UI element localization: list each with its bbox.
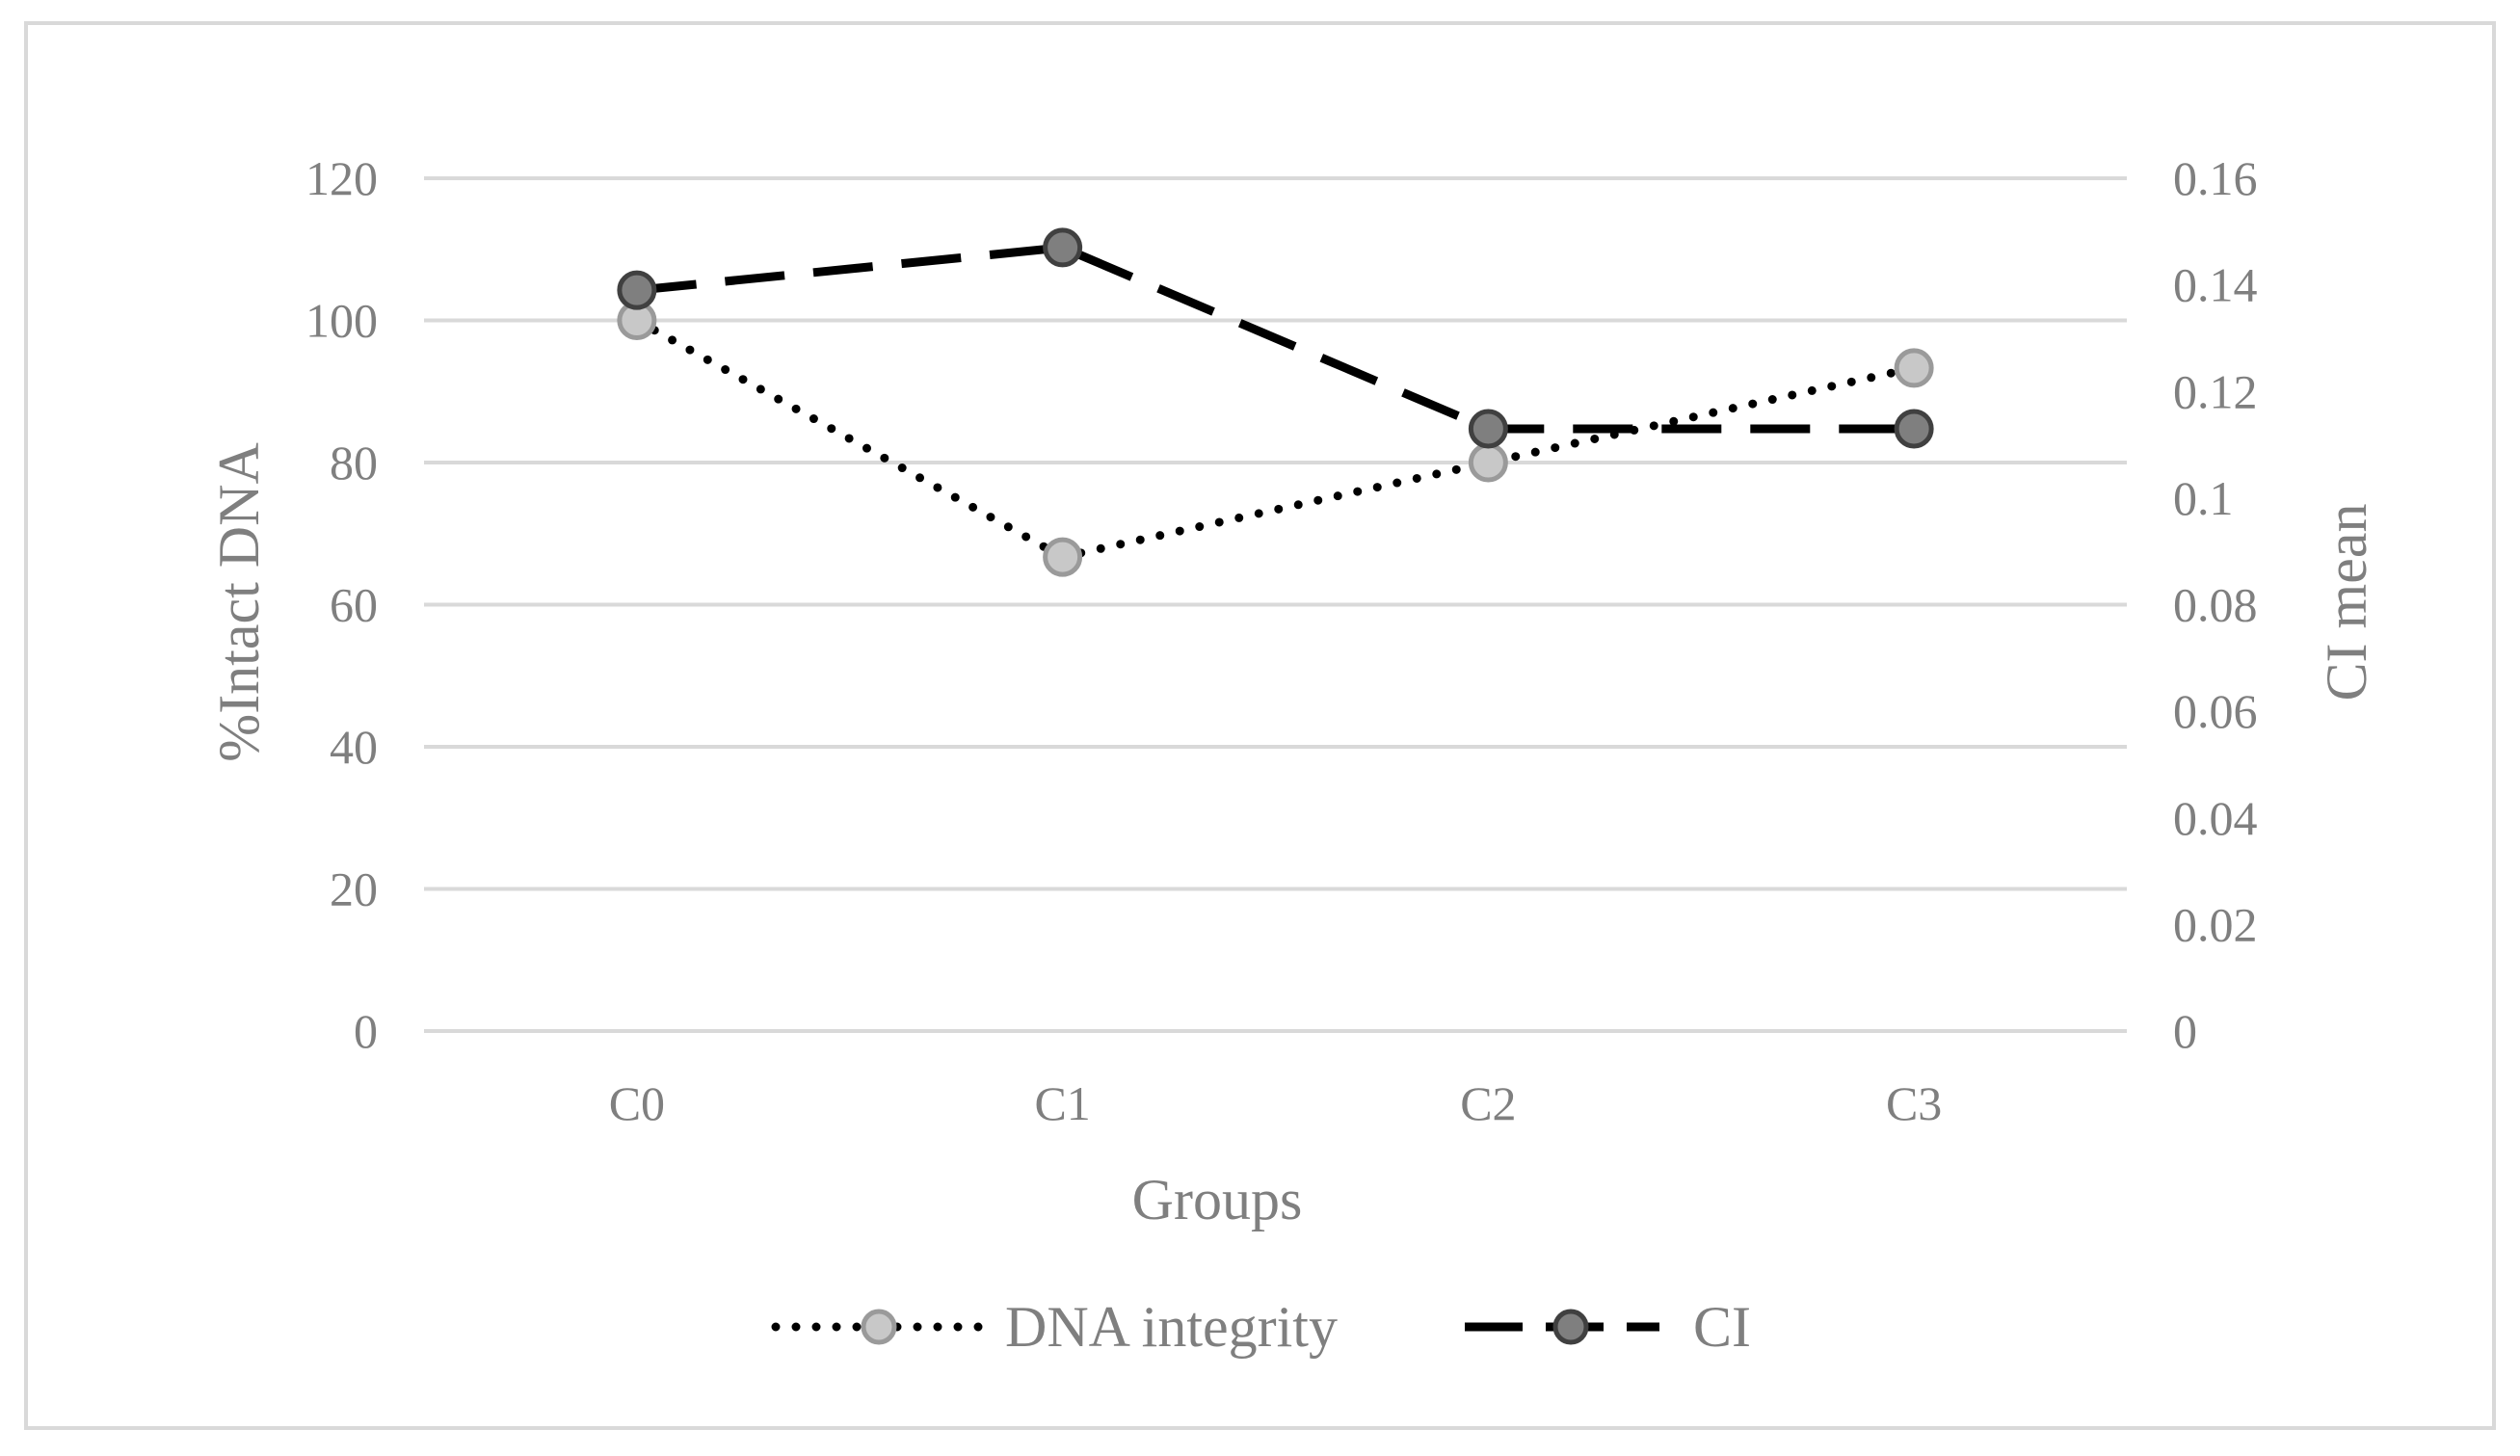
- right-axis-ticks: 0 0.02 0.04 0.06 0.08 0.1 0.12 0.14 0.16: [2173, 151, 2258, 1058]
- data-point-ci-c3: [1894, 409, 1934, 449]
- data-point-dna-integrity-c3: [1894, 348, 1934, 388]
- legend-marker-dna-integrity: [861, 1309, 897, 1345]
- y-tick-label-left-3: 60: [330, 578, 378, 632]
- y-tick-label-right-4: 0.08: [2173, 578, 2258, 632]
- y-axis-title-left: %Intact DNA: [207, 442, 271, 762]
- y-tick-label-left-2: 40: [330, 720, 378, 774]
- y-tick-label-right-5: 0.1: [2173, 471, 2234, 525]
- left-axis-ticks: 0 20 40 60 80 100 120: [305, 151, 378, 1058]
- data-point-ci-c2: [1468, 409, 1508, 449]
- y-tick-label-right-2: 0.04: [2173, 791, 2258, 845]
- gridlines: [424, 176, 2127, 1033]
- y-tick-label-left-1: 20: [330, 862, 378, 916]
- data-point-ci-c0: [617, 270, 657, 310]
- x-axis-ticks: C0 C1 C2 C3: [609, 1076, 1943, 1130]
- y-tick-label-right-6: 0.12: [2173, 364, 2258, 418]
- legend: DNA integrity CI: [771, 1295, 1751, 1359]
- x-tick-label-c2: C2: [1460, 1076, 1516, 1130]
- data-point-ci-c1: [1043, 227, 1083, 268]
- data-point-dna-integrity-c1: [1043, 537, 1083, 577]
- series-layer: [617, 227, 1934, 577]
- y-axis-title-right: CI mean: [2315, 504, 2378, 702]
- legend-label-ci: CI: [1693, 1295, 1751, 1359]
- y-tick-label-left-5: 100: [305, 294, 378, 348]
- data-point-dna-integrity-c2: [1468, 442, 1508, 483]
- series-line-ci: [636, 243, 1915, 434]
- x-tick-label-c1: C1: [1034, 1076, 1090, 1130]
- legend-label-dna-integrity: DNA integrity: [1005, 1295, 1338, 1359]
- y-tick-label-right-8: 0.16: [2173, 151, 2258, 205]
- legend-marker-ci: [1552, 1309, 1589, 1345]
- y-tick-label-left-6: 120: [305, 151, 378, 205]
- y-tick-label-right-0: 0: [2173, 1004, 2197, 1058]
- y-tick-label-right-3: 0.06: [2173, 684, 2258, 738]
- y-tick-label-right-7: 0.14: [2173, 258, 2258, 312]
- y-tick-label-left-0: 0: [354, 1004, 378, 1058]
- chart-frame: [24, 21, 2496, 1430]
- y-tick-label-left-4: 80: [330, 436, 378, 490]
- x-axis-title: Groups: [1132, 1168, 1303, 1231]
- x-tick-label-c3: C3: [1886, 1076, 1942, 1130]
- series-line-dna-integrity: [632, 316, 1919, 562]
- x-tick-label-c0: C0: [609, 1076, 665, 1130]
- y-tick-label-right-1: 0.02: [2173, 897, 2258, 951]
